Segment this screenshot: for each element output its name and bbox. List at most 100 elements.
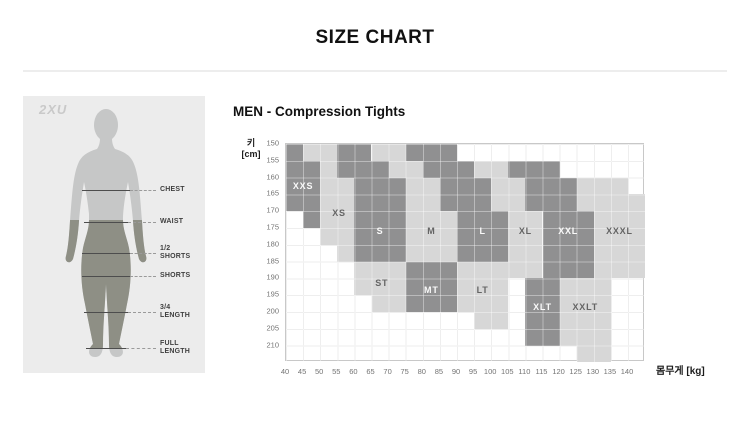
size-region-cell-l [422, 160, 475, 178]
size-region-cell-l [439, 177, 492, 195]
size-region-cell-xxlt [559, 312, 611, 329]
measurement-label: CHEST [160, 186, 185, 193]
size-region-cell-xl [474, 160, 509, 178]
size-region-cell-m [405, 244, 457, 262]
size-region-cell-xxxl [576, 177, 628, 195]
y-tick-label: 210 [266, 340, 279, 350]
size-region-cell-xxs [286, 160, 321, 178]
y-tick-label: 170 [266, 205, 279, 215]
size-region-cell-xxlt [576, 345, 611, 363]
x-tick-label: 120 [552, 367, 565, 376]
measurement-leader-line [128, 222, 156, 223]
size-region-cell-xxl [542, 261, 594, 279]
size-region-cell-xs [320, 228, 355, 245]
size-region-cell-mt [405, 278, 457, 296]
size-region-cell-xxlt [559, 328, 611, 346]
size-region-cell-lt [457, 261, 509, 279]
size-region-cell-xs [320, 160, 338, 178]
chart-title: MEN - Compression Tights [233, 104, 406, 119]
size-region-cell-xxl [525, 194, 577, 212]
size-label-mt: MT [424, 285, 439, 296]
size-label-xxxl: XXXL [606, 226, 633, 237]
measurement-line [82, 190, 130, 191]
size-label-xlt: XLT [533, 301, 552, 312]
size-region-cell-xxxl [593, 211, 646, 228]
size-region-cell-l [457, 211, 509, 228]
y-axis-title: 키 [cm] [241, 138, 261, 159]
x-tick-label: 70 [383, 367, 392, 376]
size-region-cell-s [354, 211, 406, 228]
y-tick-label: 190 [266, 272, 279, 282]
body-shape [65, 109, 147, 357]
measurement-label: SHORTS [160, 272, 191, 279]
size-region-cell-lt [457, 278, 509, 296]
measurement-line [82, 253, 130, 254]
size-region-cell-xxs [303, 211, 321, 228]
measurement-leader-line [126, 348, 156, 349]
size-region-cell-xl [508, 244, 543, 262]
size-region-cell-m [405, 194, 440, 212]
size-label-st: ST [375, 278, 389, 289]
body-figure-panel: 2XU CHEST WAIST 1/2 SHORTS SHORTS 3/4 LENGTH FU… [23, 96, 205, 373]
size-region-cell-xxxl [593, 244, 646, 262]
tights-highlight [65, 220, 147, 348]
size-label-m: M [427, 226, 436, 237]
size-region-cell-s [354, 177, 406, 195]
x-tick-label: 125 [569, 367, 582, 376]
y-tick-label: 180 [266, 239, 279, 249]
size-region-cell-xs [320, 194, 355, 212]
size-region-cell-xs [320, 177, 355, 195]
size-region-cell-xxxl [593, 228, 646, 245]
size-region-cell-xxl [542, 228, 594, 245]
size-region-cell-m [405, 228, 457, 245]
y-tick-label: 155 [266, 155, 279, 165]
size-region-cell-xxl [542, 211, 594, 228]
x-tick-label: 85 [434, 367, 444, 376]
size-region-cell-st [371, 295, 406, 312]
size-region-cell-m [405, 177, 440, 195]
size-region-cell-xs [320, 211, 355, 228]
x-axis-title: 몸무게 [kg] [656, 366, 705, 377]
size-region-cell-s [337, 144, 372, 161]
size-region-cell-xxs [286, 194, 321, 212]
size-label-xxlt: XXLT [572, 301, 599, 312]
size-region-cell-xl [508, 211, 543, 228]
size-region-cell-l [457, 244, 509, 262]
size-label-s: S [376, 226, 384, 237]
y-tick-label: 200 [266, 306, 279, 316]
body-silhouette-image [65, 109, 147, 357]
size-region-cell-m [371, 144, 406, 161]
size-region-cell-xxl [542, 244, 594, 262]
y-tick-label: 165 [266, 188, 279, 198]
size-label-lt: LT [476, 285, 489, 296]
size-label-l: L [479, 226, 486, 237]
size-region-cell-s [354, 194, 406, 212]
measurement-label: FULL LENGTH [160, 340, 190, 355]
size-region-cell-s [337, 160, 389, 178]
size-grid: XXS XS S M L XL XXL XXXL ST MT LT XLT XXLT [285, 143, 646, 363]
y-tick-label: 175 [266, 222, 279, 232]
size-region-cell-xxs [286, 144, 304, 161]
size-region-cell-xxs [286, 177, 321, 195]
y-tick-label: 160 [266, 172, 279, 182]
x-tick-label: 130 [586, 367, 600, 376]
size-region-cell-mt [405, 261, 457, 279]
size-region-cell-m [388, 160, 423, 178]
y-tick-label: 150 [266, 138, 279, 148]
size-label-xl: XL [518, 226, 532, 237]
size-label-xxs: XXS [292, 181, 314, 191]
size-region-cell-xxl [508, 160, 560, 178]
x-tick-label: 80 [417, 367, 426, 376]
y-tick-label: 205 [266, 323, 279, 333]
x-tick-label: 55 [332, 367, 341, 376]
x-tick-label: 90 [451, 367, 461, 376]
size-region-cell-xxlt [559, 278, 611, 296]
x-tick-label: 140 [620, 367, 634, 376]
size-region-cell-xxlt [559, 295, 611, 312]
measurement-label: 1/2 SHORTS [160, 245, 191, 260]
size-region-cell-xs [303, 144, 338, 161]
x-tick-label: 135 [603, 367, 617, 376]
x-tick-label: 95 [468, 367, 478, 376]
size-region-cell-mt [405, 295, 457, 312]
